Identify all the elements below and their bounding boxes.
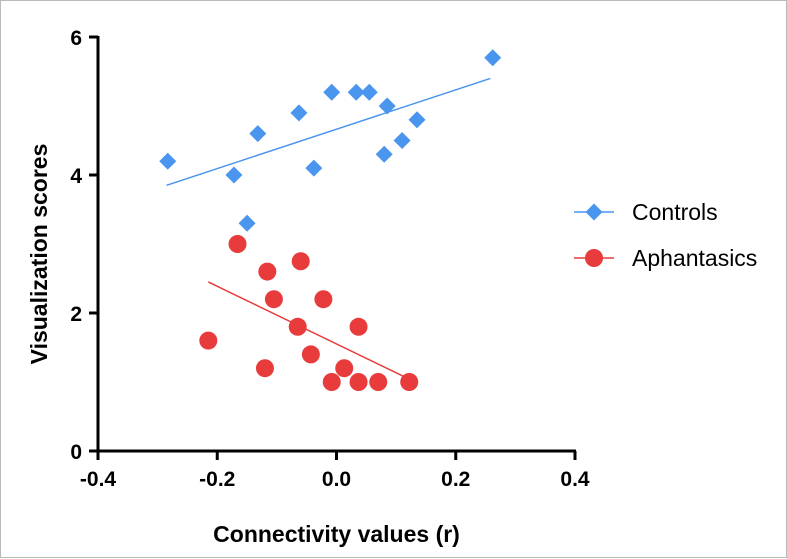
aphantasics-data-point: [314, 290, 333, 309]
controls-data-point: [408, 111, 426, 129]
aphantasics-data-point: [228, 235, 247, 253]
controls-data-point: [305, 159, 323, 177]
aphantasics-data-point: [369, 373, 388, 391]
aphantasics-data-point: [255, 359, 274, 378]
y-tick-label: 4: [70, 165, 82, 188]
aphantasics-data-point: [349, 317, 368, 336]
x-tick-label: 0.0: [322, 468, 351, 491]
x-tick-label: -0.2: [199, 468, 235, 491]
controls-data-point: [238, 214, 256, 232]
y-tick-label: 0: [70, 441, 82, 464]
controls-data-point: [225, 166, 243, 184]
x-axis-title: Connectivity values (r): [213, 521, 460, 547]
aphantasics-data-point: [322, 373, 341, 391]
aphantasics-data-point: [291, 252, 310, 271]
aphantasics-data-point: [288, 317, 307, 336]
controls-legend-marker: [585, 203, 603, 221]
aphantasics-data-point: [258, 262, 277, 281]
controls-data-point: [159, 152, 177, 170]
aphantasics-legend-marker: [585, 249, 603, 267]
controls-data-point: [360, 83, 378, 101]
controls-data-point: [378, 97, 396, 115]
controls-data-point: [347, 83, 365, 101]
controls-data-point: [484, 49, 502, 67]
legend: Controls Aphantasics: [574, 199, 757, 271]
x-tick-label: -0.4: [80, 468, 117, 491]
aphantasics-data-point: [301, 345, 320, 364]
y-axis-title: Visualization scores: [26, 144, 52, 365]
aphantasics-data-point: [264, 290, 283, 309]
controls-legend-label: Controls: [632, 199, 718, 225]
controls-data-point: [393, 132, 411, 149]
aphantasics-legend-label: Aphantasics: [632, 245, 757, 271]
aphantasics-data-point: [335, 359, 354, 378]
data-points: [159, 49, 502, 391]
controls-trend-line: [166, 77, 491, 187]
trend-lines: [166, 77, 491, 380]
controls-data-point: [249, 125, 267, 143]
aphantasics-data-point: [400, 373, 419, 391]
controls-data-point: [375, 145, 393, 163]
axes: -0.4 -0.2 0.0 0.2 0.4 0 2 4 6: [70, 27, 590, 491]
controls-data-point: [323, 83, 341, 101]
x-tick-label: 0.4: [560, 468, 590, 491]
x-tick-label: 0.2: [441, 468, 470, 491]
y-tick-label: 6: [70, 27, 82, 50]
aphantasics-trend-line: [207, 281, 409, 380]
y-tick-label: 2: [70, 303, 82, 326]
aphantasics-data-point: [199, 331, 218, 350]
controls-data-point: [290, 104, 308, 122]
aphantasics-data-point: [349, 373, 368, 391]
